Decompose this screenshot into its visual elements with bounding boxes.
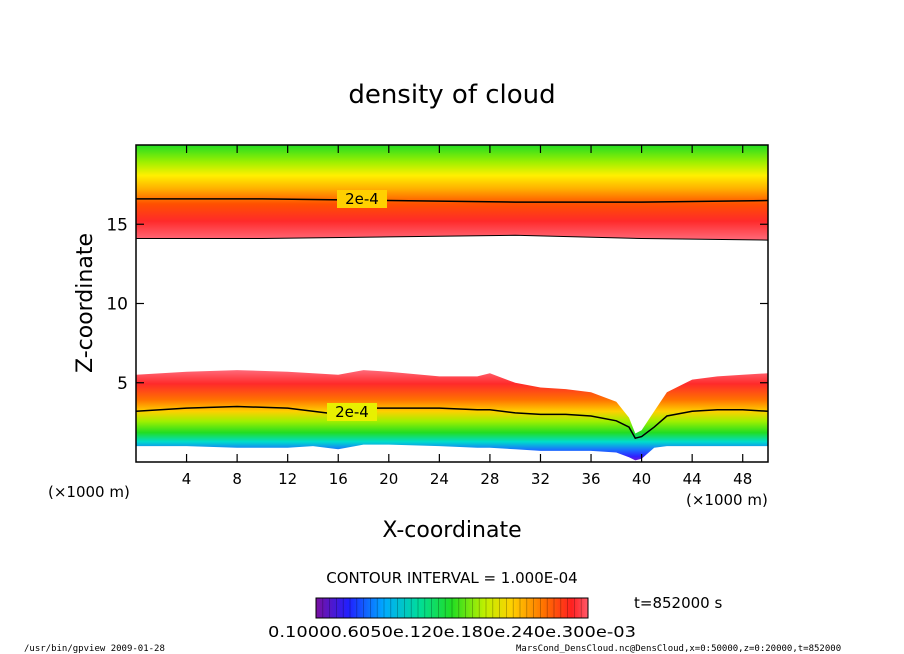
y-tick-label: 10: [106, 295, 128, 315]
time-text: t=852000 s: [634, 594, 722, 612]
footer-right: MarsCond_DensCloud.nc@DensCloud,x=0:5000…: [516, 644, 841, 654]
x-tick-label: 48: [733, 470, 752, 488]
colorbar: [315, 597, 589, 619]
x-tick-label: 28: [480, 470, 499, 488]
y-tick-label: 15: [106, 215, 128, 235]
contour-label-bg-upper: [337, 190, 387, 208]
x-tick-label: 12: [278, 470, 297, 488]
x-tick-label: 44: [683, 470, 702, 488]
y-tick-label: 5: [117, 374, 128, 394]
x-axis: 4 8 12 16 20 24 28 32 36 40 44 48: [182, 145, 752, 488]
colorbar-labels: 0.10000.6050e.120e.180e.240e.300e-03: [268, 623, 636, 641]
colorbar-ticks: [322, 598, 582, 618]
x-tick-label: 32: [531, 470, 550, 488]
x-axis-label: X-coordinate: [382, 518, 521, 543]
x-tick-label: 20: [379, 470, 398, 488]
footer-left: /usr/bin/gpview 2009-01-28: [24, 644, 165, 654]
lower-cloud-layer: [136, 370, 768, 461]
plot-area: [136, 145, 768, 461]
x-tick-label: 4: [182, 470, 192, 488]
upper-cloud-layer: [136, 145, 768, 241]
z-unit-label: (×1000 m): [48, 483, 130, 501]
contour-label-lower: 2e-4: [335, 403, 369, 421]
x-unit-label: (×1000 m): [686, 491, 768, 509]
lower-contour-line: [136, 405, 768, 440]
x-tick-label: 24: [430, 470, 449, 488]
y-axis: 5 10 15: [106, 215, 768, 394]
x-tick-label: 8: [232, 470, 242, 488]
y-axis-label: Z-coordinate: [73, 233, 98, 373]
upper-base-line: [136, 234, 768, 241]
x-tick-label: 16: [329, 470, 348, 488]
contour-label-bg-lower: [327, 403, 377, 421]
chart-title: density of cloud: [348, 80, 555, 110]
x-tick-label: 40: [632, 470, 651, 488]
contour-label-upper: 2e-4: [345, 190, 379, 208]
upper-contour-line: [136, 198, 768, 203]
contour-interval-text: CONTOUR INTERVAL = 1.000E-04: [326, 569, 577, 587]
x-tick-label: 36: [581, 470, 600, 488]
